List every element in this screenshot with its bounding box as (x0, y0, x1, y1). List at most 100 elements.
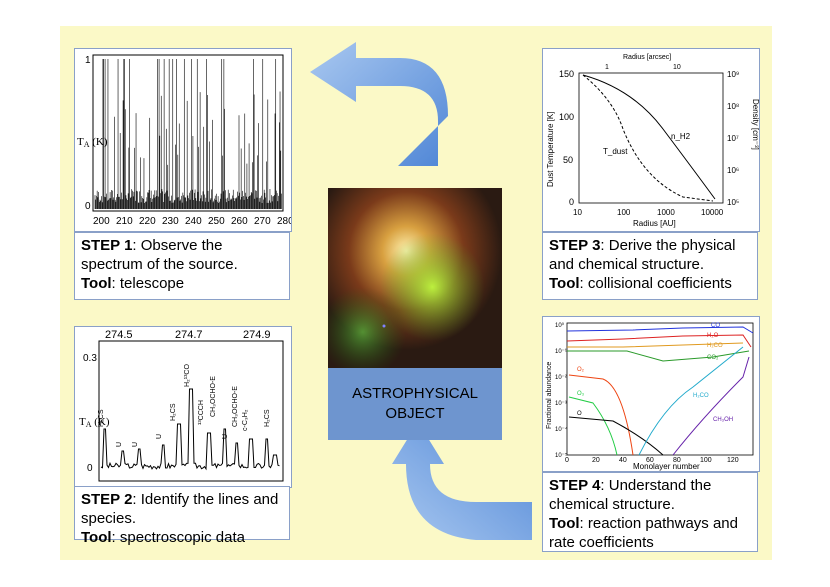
full-spectrum-plot: 1 0 TA (K) 200 210 220 230 240 250 260 270 280 (77, 54, 291, 227)
line-id-panel: 274.5 274.7 274.9 0.3 0 TA (K) H₂CS U U U H₂… (74, 326, 292, 488)
p3-yr-6: 10⁶ (727, 166, 739, 175)
step1-title: STEP 1 (81, 237, 133, 254)
step1-text: : Observe the spectrum of the source. (81, 237, 238, 273)
line-label: ¹³CCCH (198, 400, 205, 425)
line-label: H₂CS (170, 403, 177, 421)
co2-curve (567, 350, 750, 362)
p4-xtick: 100 (700, 457, 712, 464)
p2-top-tick-3: 274.9 (243, 329, 271, 341)
density-curve (582, 74, 716, 200)
p4-ytick: 10⁻¹ (555, 349, 567, 355)
p3-yr-7: 10⁷ (727, 134, 739, 143)
p1-xtick: 230 (162, 216, 179, 227)
arrow-step4-to-center (392, 422, 532, 540)
step4-title: STEP 4 (549, 477, 601, 494)
step3-tool-label: Tool (549, 275, 580, 292)
step2-text: : Identify the lines and species. (81, 491, 279, 527)
ch3oh-curve (672, 356, 750, 456)
p3-ytick-0: 0 (569, 197, 574, 207)
h2co-curve (638, 346, 744, 456)
tdust-label: T_dust (603, 147, 628, 156)
lbl-co: CO (711, 323, 720, 329)
p1-xtick: 240 (185, 216, 202, 227)
line-label: U (116, 442, 123, 447)
step4-tool-label: Tool (549, 515, 580, 532)
o3-curve (568, 396, 618, 456)
p3-ylabel-left: Dust Temperature [K] (546, 112, 555, 187)
line-id-plot: 274.5 274.7 274.9 0.3 0 TA (K) H₂CS U U U H₂… (79, 329, 284, 482)
arrow-step3-to-step1 (310, 42, 448, 166)
p2-top-tick-2: 274.7 (175, 329, 203, 341)
line-label: U (156, 434, 163, 439)
structure-plot: Radius [arcsec] 1 10 150 100 50 0 Dust T… (546, 54, 759, 228)
step3-caption: STEP 3: Derive the physical and chemical… (542, 232, 758, 300)
lbl-ch3oh: CH₃OH (713, 417, 733, 423)
p1-xtick: 260 (231, 216, 248, 227)
nh2-label: n_H2 (671, 132, 691, 141)
p2-ytick-0: 0 (87, 463, 93, 474)
p2-ytick-03: 0.3 (83, 353, 97, 364)
o-curve (568, 416, 664, 456)
step2-tool-label: Tool (81, 529, 112, 546)
h2o-curve (566, 334, 752, 348)
step4-caption: STEP 4: Understand the chemical structur… (542, 472, 758, 552)
structure-panel: Radius [arcsec] 1 10 150 100 50 0 Dust T… (542, 48, 760, 232)
lbl-o2: O₂ (577, 367, 585, 373)
p4-ytick: 10⁻² (555, 375, 567, 381)
p1-xtick: 200 (93, 216, 110, 227)
p3-yr-5: 10⁵ (727, 198, 739, 207)
p4-xtick: 60 (646, 457, 654, 464)
p4-ytick: 10⁻⁵ (555, 452, 568, 459)
o2-curve (568, 374, 634, 456)
p3-yr-9: 10⁹ (727, 70, 739, 79)
p1-xtick: 210 (116, 216, 133, 227)
step1-caption: STEP 1: Observe the spectrum of the sour… (74, 232, 290, 300)
p1-xtick: 220 (139, 216, 156, 227)
p1-xtick: 280 (277, 216, 291, 227)
p4-xtick: 120 (727, 457, 739, 464)
p4-xlabel: Monolayer number (633, 462, 700, 471)
line-label: U (132, 442, 139, 447)
line-label: CH₃OCHO-E (210, 376, 217, 417)
co-curve (566, 326, 754, 334)
p3-xtick-100: 100 (617, 208, 631, 217)
arrows-layer (310, 42, 532, 540)
p4-ytick: 10⁻⁴ (555, 426, 568, 433)
p2-top-tick-1: 274.5 (105, 329, 133, 341)
p3-top-tick-1: 1 (605, 64, 609, 71)
p4-xtick: 0 (565, 457, 569, 464)
p3-ytick-150: 150 (559, 69, 574, 79)
abundance-plot: Fractional abundance Monolayer number 0 2… (546, 322, 754, 471)
p1-ylabel: TA (K) (77, 136, 108, 149)
step2-title: STEP 2 (81, 491, 133, 508)
astrophysical-object-label: ASTROPHYSICAL OBJECT (328, 368, 502, 440)
lbl-o3: O₃ (577, 391, 585, 397)
lbl-h2o: H₂O (707, 333, 719, 339)
step3-tool: : collisional coefficients (579, 275, 732, 292)
line-label: c-C₃H₂ (242, 409, 249, 431)
step2-caption: STEP 2: Identify the lines and species. … (74, 486, 290, 546)
line-label: H₂¹³CO (184, 364, 191, 387)
p1-ytick-1: 1 (85, 55, 91, 66)
p3-ylabel-right: Density [cm⁻³] (751, 99, 759, 150)
line-label: H₂CS (98, 409, 105, 427)
slide-background: 1 0 TA (K) 200 210 220 230 240 250 260 270 280 S… (60, 26, 772, 560)
lbl-h2co-top: H₂CO (707, 343, 723, 349)
step4-tool: : reaction pathways and rate coefficient… (549, 515, 738, 551)
p3-ytick-100: 100 (559, 112, 574, 122)
p4-ytick: 10⁻³ (555, 401, 567, 407)
zoom-spectrum-line (100, 388, 280, 471)
p4-xtick: 80 (673, 457, 681, 464)
p4-ylabel: Fractional abundance (546, 362, 553, 429)
step1-tool-label: Tool (81, 275, 112, 292)
p4-xtick: 20 (592, 457, 600, 464)
step3-title: STEP 3 (549, 237, 601, 254)
p3-xtick-10: 10 (573, 208, 582, 217)
step4-text: : Understand the chemical structure. (549, 477, 712, 513)
lbl-o: O (577, 411, 582, 417)
p4-ytick: 10⁰ (555, 322, 565, 329)
p3-xtick-1000: 1000 (657, 208, 675, 217)
temperature-curve (582, 74, 714, 202)
p1-ytick-0: 0 (85, 201, 91, 212)
p1-xtick: 270 (254, 216, 271, 227)
